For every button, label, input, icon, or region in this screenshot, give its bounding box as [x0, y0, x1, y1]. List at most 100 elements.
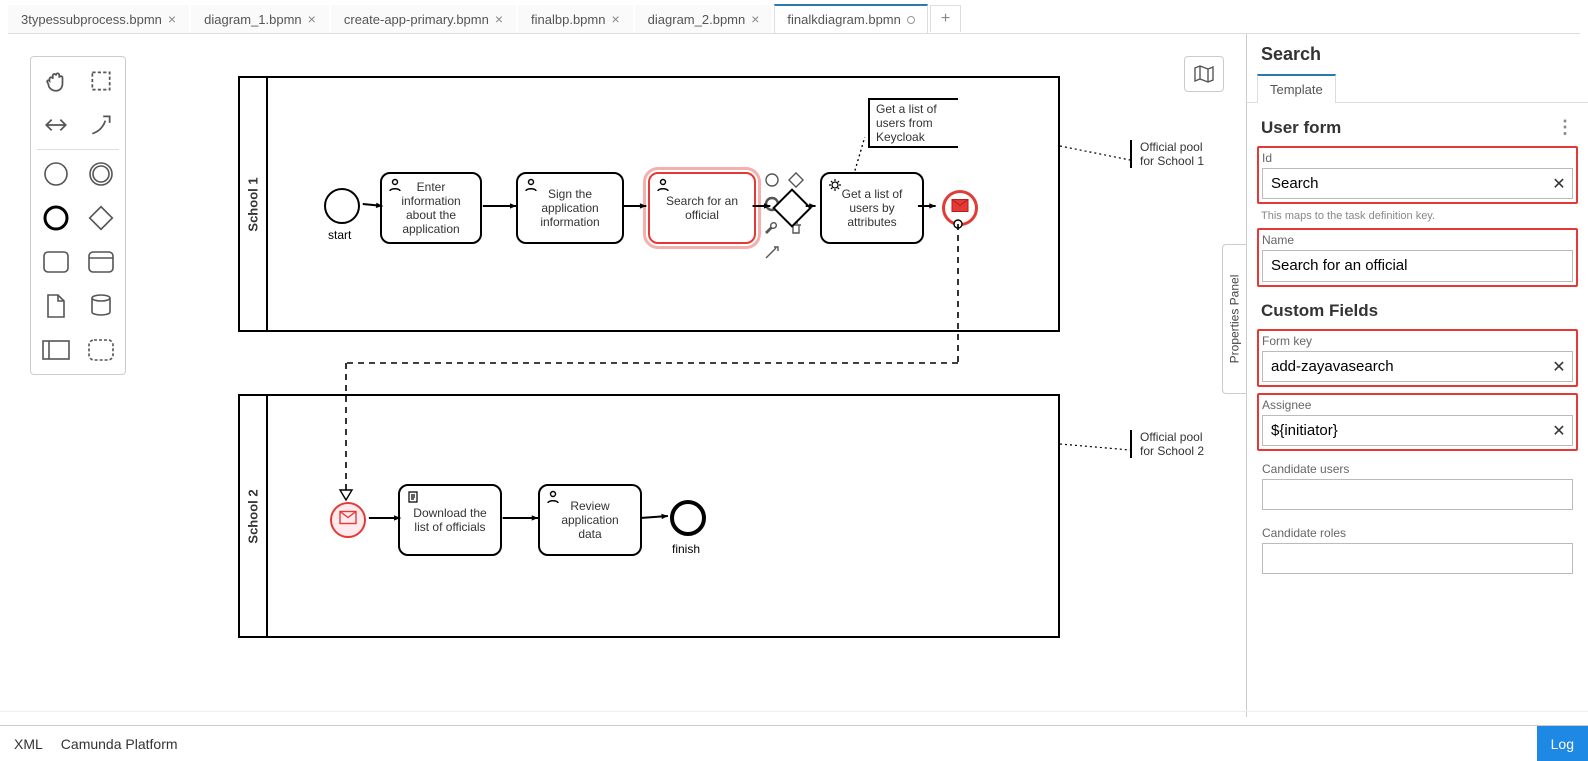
file-tab[interactable]: 3typessubprocess.bpmn ×: [8, 5, 189, 33]
pool-annotation-2[interactable]: Official pool for School 2: [1130, 430, 1210, 458]
tab-label: 3typessubprocess.bpmn: [21, 12, 162, 27]
text-annotation[interactable]: Get a list of users from Keycloak: [868, 98, 958, 148]
file-tab[interactable]: diagram_2.bpmn×: [635, 5, 773, 33]
annotation-text: Get a list of users from Keycloak: [876, 102, 937, 144]
service-icon: [828, 178, 842, 195]
file-tab[interactable]: diagram_1.bpmn ×: [191, 5, 329, 33]
close-icon[interactable]: ×: [168, 12, 176, 26]
dirty-indicator-icon: [907, 16, 915, 24]
annotation-text: Official pool for School 2: [1140, 430, 1204, 458]
lane-label: School 2: [240, 396, 268, 636]
input-candidate-roles[interactable]: [1263, 544, 1572, 573]
envelope-icon: [339, 511, 357, 530]
envelope-icon: [951, 199, 969, 218]
field-id: Id ✕: [1257, 146, 1578, 204]
message-throw-event[interactable]: [942, 190, 978, 226]
close-icon[interactable]: ×: [308, 12, 316, 26]
close-icon[interactable]: ×: [751, 12, 759, 26]
field-candidate-roles: Candidate roles: [1257, 521, 1578, 579]
task-label: Get a list of users by attributes: [830, 187, 914, 229]
file-tab[interactable]: create-app-primary.bpmn ×: [331, 5, 516, 33]
message-catch-event[interactable]: [330, 502, 366, 538]
annotation-text: Official pool for School 1: [1140, 140, 1204, 168]
tab-template[interactable]: Template: [1257, 74, 1336, 103]
tab-label: create-app-primary.bpmn: [344, 12, 489, 27]
footer-tab-engine[interactable]: Camunda Platform: [61, 736, 178, 752]
close-icon[interactable]: ×: [611, 12, 619, 26]
clear-icon[interactable]: ✕: [1546, 421, 1572, 441]
task-enter-info[interactable]: Enter information about the application: [380, 172, 482, 244]
pool-school-2[interactable]: School 2 Download the list of officials: [238, 394, 1060, 638]
field-formkey: Form key ✕: [1257, 329, 1578, 387]
file-tab[interactable]: finalbp.bpmn ×: [518, 5, 633, 33]
file-tab[interactable]: finalkdiagram.bpmn: [774, 4, 927, 33]
end-event[interactable]: [670, 500, 706, 536]
file-tabs: 3typessubprocess.bpmn×diagram_1.bpmn×cre…: [8, 4, 1580, 34]
user-icon: [656, 178, 670, 195]
field-candidate-users: Candidate users: [1257, 457, 1578, 515]
task-sign-app[interactable]: Sign the application information: [516, 172, 624, 244]
properties-panel: Search Template User form ⋮ Id ✕ This ma…: [1246, 34, 1588, 717]
label-formkey: Form key: [1262, 334, 1573, 348]
label-id: Id: [1262, 151, 1573, 165]
task-download-list[interactable]: Download the list of officials: [398, 484, 502, 556]
label-name: Name: [1262, 233, 1573, 247]
panel-tabbar: Template: [1247, 73, 1588, 103]
section-custom-fields: Custom Fields: [1261, 301, 1574, 321]
pool-label-text: School 1: [246, 177, 261, 231]
panel-title: Search: [1261, 44, 1574, 65]
start-event[interactable]: [324, 188, 360, 224]
user-icon: [524, 178, 538, 195]
label-candidate-roles: Candidate roles: [1262, 526, 1573, 540]
label-assignee: Assignee: [1262, 398, 1573, 412]
user-icon: [388, 178, 402, 195]
field-name: Name: [1257, 228, 1578, 287]
ctx-connect[interactable]: [762, 242, 782, 262]
diagram-canvas[interactable]: School 1 start Enter information about t…: [0, 34, 1236, 717]
ctx-wrench[interactable]: [762, 218, 782, 238]
end-label: finish: [672, 542, 700, 556]
task-label: Enter information about the application: [390, 180, 472, 236]
add-tab-button[interactable]: +: [930, 5, 961, 32]
pool-annotation-1[interactable]: Official pool for School 1: [1130, 140, 1210, 168]
tab-label: finalbp.bpmn: [531, 12, 605, 27]
lane-body: Download the list of officials Review ap…: [268, 396, 1058, 636]
properties-panel-toggle[interactable]: Properties Panel: [1222, 244, 1246, 394]
input-candidate-users[interactable]: [1263, 480, 1572, 509]
clear-icon[interactable]: ✕: [1546, 357, 1572, 377]
lane-body: start Enter information about the applic…: [268, 78, 1058, 330]
task-search-official[interactable]: Search for an official: [648, 172, 756, 244]
footer-log-button[interactable]: Log: [1537, 726, 1588, 761]
tab-label: finalkdiagram.bpmn: [787, 12, 900, 27]
ctx-append-event[interactable]: [762, 170, 782, 190]
task-label: Sign the application information: [526, 187, 614, 229]
sequence-flows: [268, 396, 1058, 636]
ctx-append-gateway[interactable]: [786, 170, 806, 190]
section-user-form: User form ⋮: [1261, 117, 1574, 138]
lane-label: School 1: [240, 78, 268, 330]
task-label: Review application data: [548, 499, 632, 541]
task-get-users[interactable]: Get a list of users by attributes: [820, 172, 924, 244]
footer: XML Camunda Platform Log: [0, 725, 1588, 761]
user-icon: [546, 490, 560, 507]
close-icon[interactable]: ×: [495, 12, 503, 26]
clear-icon[interactable]: ✕: [1546, 174, 1572, 194]
input-name[interactable]: [1263, 251, 1572, 281]
section-title: User form: [1261, 118, 1341, 138]
script-icon: [406, 490, 420, 507]
pool-school-1[interactable]: School 1 start Enter information about t…: [238, 76, 1060, 332]
section-title: Custom Fields: [1261, 301, 1378, 321]
task-label: Download the list of officials: [408, 506, 492, 534]
kebab-icon[interactable]: ⋮: [1556, 117, 1574, 138]
input-formkey[interactable]: [1263, 352, 1546, 381]
footer-tab-xml[interactable]: XML: [14, 736, 43, 752]
task-review-data[interactable]: Review application data: [538, 484, 642, 556]
input-assignee[interactable]: [1263, 416, 1546, 445]
input-id[interactable]: [1263, 169, 1546, 198]
field-assignee: Assignee ✕: [1257, 393, 1578, 451]
toggle-label: Properties Panel: [1228, 275, 1242, 364]
hint-id: This maps to the task definition key.: [1261, 210, 1574, 222]
label-candidate-users: Candidate users: [1262, 462, 1573, 476]
tab-label: diagram_1.bpmn: [204, 12, 302, 27]
task-label: Search for an official: [658, 194, 746, 222]
